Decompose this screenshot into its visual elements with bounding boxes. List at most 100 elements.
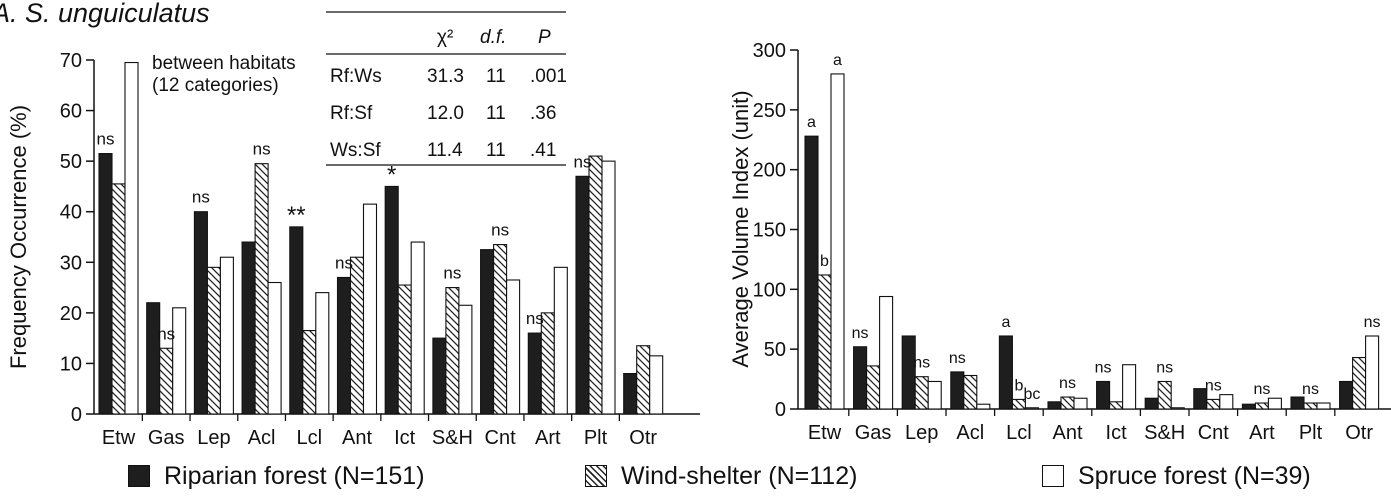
bar-etw-series-0 (98, 153, 113, 415)
bar-sandh-series-0 (1144, 397, 1159, 410)
x-tick-label: Ict (394, 427, 416, 449)
bar-cnt-series-0 (1193, 388, 1208, 410)
bar-otr-series-1 (636, 345, 651, 415)
significance-annotation: ns (913, 355, 930, 372)
bar-etw-series-2 (124, 61, 139, 415)
x-tick-label: Otr (1345, 422, 1373, 444)
table-row-pair: Rf:Sf (330, 103, 373, 124)
x-tick-label: Lcl (297, 427, 323, 449)
bar-lep-series-2 (927, 380, 942, 410)
y-tick-label: 60 (60, 101, 82, 123)
y-tick-label: 30 (60, 252, 82, 274)
table-row-df: 11 (486, 103, 506, 124)
significance-annotation: bc (1023, 386, 1040, 403)
bar-lcl-series-1 (302, 330, 317, 415)
y-tick-label: 40 (60, 202, 82, 224)
y-tick-label: 20 (60, 303, 82, 325)
average-volume-index-chart: 0 50 100 150 200 250 300 Average Volume Index (… (728, 40, 1391, 444)
significance-annotation: ns (157, 324, 175, 343)
legend-swatch-hatch (585, 465, 607, 487)
legend-label: Riparian forest (N=151) (164, 461, 425, 490)
legend-label: Wind-shelter (N=112) (621, 461, 858, 490)
table-row-pair: Rf:Ws (330, 66, 382, 87)
bar-ict-series-0 (1096, 380, 1111, 410)
bar-art-series-2 (553, 266, 568, 415)
y-tick-label: 100 (753, 279, 786, 301)
significance-annotation: ns (192, 188, 210, 207)
bar-sandh-series-2 (458, 304, 473, 415)
significance-annotation: a (807, 114, 816, 131)
legend-label: Spruce forest (N=39) (1078, 461, 1311, 490)
x-tick-label: Lcl (1006, 422, 1032, 444)
y-tick-label: 50 (60, 151, 82, 173)
bar-plt-series-2 (1316, 402, 1331, 410)
significance-annotation: ns (443, 264, 461, 283)
significance-annotation: * (387, 161, 396, 188)
bar-lcl-series-2 (315, 292, 330, 415)
y-tick-label: 300 (753, 40, 786, 62)
bar-sandh-series-2 (1170, 407, 1185, 410)
x-tick-label: Art (535, 427, 561, 449)
bar-acl-series-0 (241, 241, 256, 415)
bar-ant-series-1 (1060, 396, 1075, 410)
y-tick-label: 0 (775, 399, 786, 421)
legend-swatch-solid (128, 465, 150, 487)
bar-ant-series-2 (1073, 397, 1088, 410)
table-row-chi2: 31.3 (427, 66, 464, 87)
significance-annotation: ns (1156, 359, 1173, 376)
bar-ant-series-1 (349, 256, 365, 415)
legend-item-wind-shelter: Wind-shelter (N=112) (585, 458, 857, 494)
bar-otr-series-2 (1365, 335, 1380, 410)
bar-cnt-series-2 (506, 279, 521, 415)
bar-otr-series-0 (1339, 380, 1354, 410)
significance-annotation: ns (574, 152, 592, 171)
table-header-p: P (538, 27, 551, 48)
bar-plt-series-0 (1290, 396, 1305, 410)
bar-plt-series-1 (1303, 402, 1318, 410)
bar-lep-series-0 (193, 211, 208, 415)
significance-annotation: ns (491, 221, 509, 240)
bar-art-series-0 (527, 332, 542, 415)
table-row-pair: Ws:Sf (330, 140, 381, 161)
bar-ant-series-2 (362, 203, 378, 415)
legend-swatch-empty (1042, 465, 1064, 487)
x-tick-label: Art (1249, 422, 1275, 444)
bar-lcl-series-0 (998, 335, 1013, 410)
y-tick-label: 200 (753, 160, 786, 182)
bar-acl-series-1 (254, 163, 269, 415)
x-tick-label: Lep (197, 427, 230, 449)
bar-lcl-series-1 (1011, 398, 1026, 410)
x-tick-label: Etw (102, 427, 136, 449)
bar-acl-series-0 (950, 371, 965, 410)
bar-art-series-0 (1241, 403, 1256, 410)
bar-ict-series-2 (1122, 364, 1137, 410)
bar-acl-series-2 (267, 281, 282, 415)
bar-ant-series-0 (336, 276, 352, 415)
bar-etw-series-0 (804, 135, 819, 410)
significance-annotation: ** (287, 202, 306, 229)
significance-annotation: ns (526, 309, 544, 328)
y-tick-label: 150 (753, 220, 786, 242)
bar-ict-series-1 (1109, 401, 1124, 410)
bar-cnt-series-0 (480, 249, 495, 415)
bar-etw-series-2 (830, 73, 845, 410)
significance-annotation: ns (852, 325, 869, 342)
bar-art-series-2 (1267, 397, 1282, 410)
bar-gas-series-2 (879, 295, 894, 410)
legend-item-riparian: Riparian forest (N=151) (128, 458, 425, 494)
bar-acl-series-2 (976, 403, 991, 410)
bar-lcl-series-2 (1024, 407, 1039, 410)
bar-lep-series-0 (901, 335, 916, 410)
significance-annotation: ns (1364, 314, 1381, 331)
bar-gas-series-0 (146, 302, 161, 415)
table-row-p: .41 (530, 140, 556, 161)
frequency-occurrence-chart: 0 10 20 30 40 50 60 70 Frequency Occurrence (%) E… (6, 50, 700, 449)
x-tick-label: Otr (629, 427, 657, 449)
bar-otr-series-2 (649, 355, 664, 415)
bar-otr-series-0 (623, 372, 638, 415)
x-tick-label: Plt (584, 427, 608, 449)
table-row-p: .001 (530, 66, 567, 87)
significance-annotation: ns (1095, 359, 1112, 376)
x-tick-label: Gas (855, 422, 892, 444)
bar-sandh-series-1 (445, 287, 460, 415)
